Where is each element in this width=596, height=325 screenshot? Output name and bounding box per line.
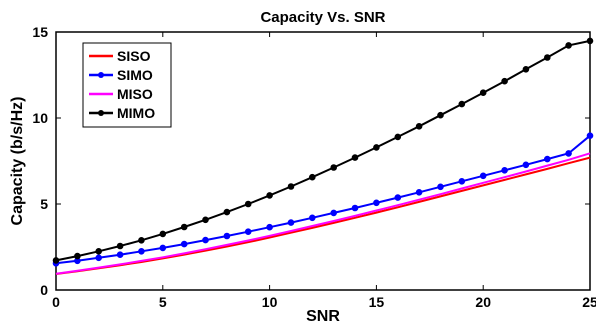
legend-item-simo: SIMO	[89, 67, 153, 83]
y-tick-label: 5	[40, 196, 48, 212]
data-point-simo	[266, 223, 273, 231]
x-tick-label: 15	[369, 294, 385, 310]
legend-label-miso: MISO	[117, 86, 153, 102]
legend-item-mimo: MIMO	[89, 105, 155, 121]
x-tick-label: 25	[582, 294, 596, 310]
data-point-simo	[330, 209, 338, 217]
chart-title: Capacity Vs. SNR	[260, 9, 385, 26]
data-point-mimo	[437, 111, 444, 119]
data-point-simo	[458, 178, 466, 185]
data-point-mimo	[266, 192, 273, 199]
legend-item-siso: SISO	[89, 48, 151, 64]
y-axis-label: Capacity (b/s/Hz)	[9, 97, 26, 226]
series-line-siso	[55, 156, 591, 275]
data-point-mimo	[180, 223, 188, 231]
series-line-simo	[55, 134, 591, 265]
data-point-simo	[394, 194, 402, 201]
data-point-simo	[415, 189, 423, 196]
data-point-mimo	[501, 77, 508, 85]
data-point-simo	[138, 248, 145, 255]
data-point-simo	[479, 172, 487, 180]
y-tick-label: 15	[32, 24, 48, 40]
axis-ticks: 0 5 10 15 20 25 0 5 10 15	[32, 24, 596, 310]
data-point-mimo	[415, 123, 423, 130]
data-point-simo	[373, 199, 380, 207]
legend-marker-simo	[98, 72, 104, 78]
data-point-mimo	[202, 216, 209, 224]
data-point-mimo	[116, 242, 124, 250]
series-miso	[55, 152, 591, 275]
x-tick-label: 10	[262, 294, 278, 310]
data-point-mimo	[373, 144, 380, 151]
legend-label-siso: SISO	[117, 48, 151, 64]
data-point-simo	[437, 183, 444, 191]
series-line-miso	[55, 152, 591, 275]
legend-item-miso: MISO	[89, 86, 153, 102]
data-point-mimo	[586, 37, 594, 45]
y-tick-label: 0	[40, 282, 48, 298]
data-point-simo	[501, 167, 508, 174]
data-point-mimo	[522, 66, 530, 73]
data-point-mimo	[244, 200, 252, 208]
series-mimo	[52, 37, 594, 264]
legend-marker-mimo	[98, 110, 104, 116]
legend-label-simo: SIMO	[117, 67, 153, 83]
series-layer	[52, 37, 594, 275]
data-point-simo	[287, 219, 295, 226]
data-point-simo	[309, 214, 316, 222]
data-point-simo	[159, 244, 167, 252]
data-point-simo	[544, 155, 551, 163]
data-point-mimo	[287, 183, 295, 190]
data-point-mimo	[351, 154, 359, 161]
x-tick-label: 5	[159, 294, 167, 310]
data-point-mimo	[565, 42, 572, 49]
data-point-mimo	[159, 230, 167, 238]
legend-label-mimo: MIMO	[117, 105, 155, 121]
series-siso	[55, 156, 591, 275]
x-tick-label: 0	[52, 294, 60, 310]
data-point-simo	[180, 240, 188, 248]
data-point-mimo	[74, 252, 81, 260]
data-point-simo	[522, 161, 530, 169]
data-point-simo	[202, 236, 209, 244]
data-point-mimo	[52, 257, 60, 264]
data-point-simo	[244, 228, 252, 235]
data-point-mimo	[479, 89, 487, 96]
data-point-simo	[223, 232, 231, 240]
series-line-mimo	[55, 39, 591, 262]
data-point-mimo	[394, 133, 402, 141]
data-point-mimo	[95, 248, 102, 255]
data-point-simo	[95, 254, 102, 262]
data-point-mimo	[544, 54, 551, 61]
x-tick-label: 20	[475, 294, 491, 310]
data-point-mimo	[138, 237, 145, 244]
data-point-simo	[351, 204, 359, 212]
y-tick-label: 10	[32, 110, 48, 126]
data-point-simo	[586, 132, 594, 139]
legend: SISO SIMO MISO MIMO	[82, 42, 172, 128]
x-axis-label: SNR	[306, 308, 340, 325]
data-point-mimo	[223, 208, 231, 216]
data-point-simo	[116, 251, 124, 258]
data-point-simo	[565, 150, 572, 157]
data-point-mimo	[458, 100, 466, 108]
data-point-mimo	[309, 173, 316, 181]
data-point-mimo	[330, 164, 338, 171]
